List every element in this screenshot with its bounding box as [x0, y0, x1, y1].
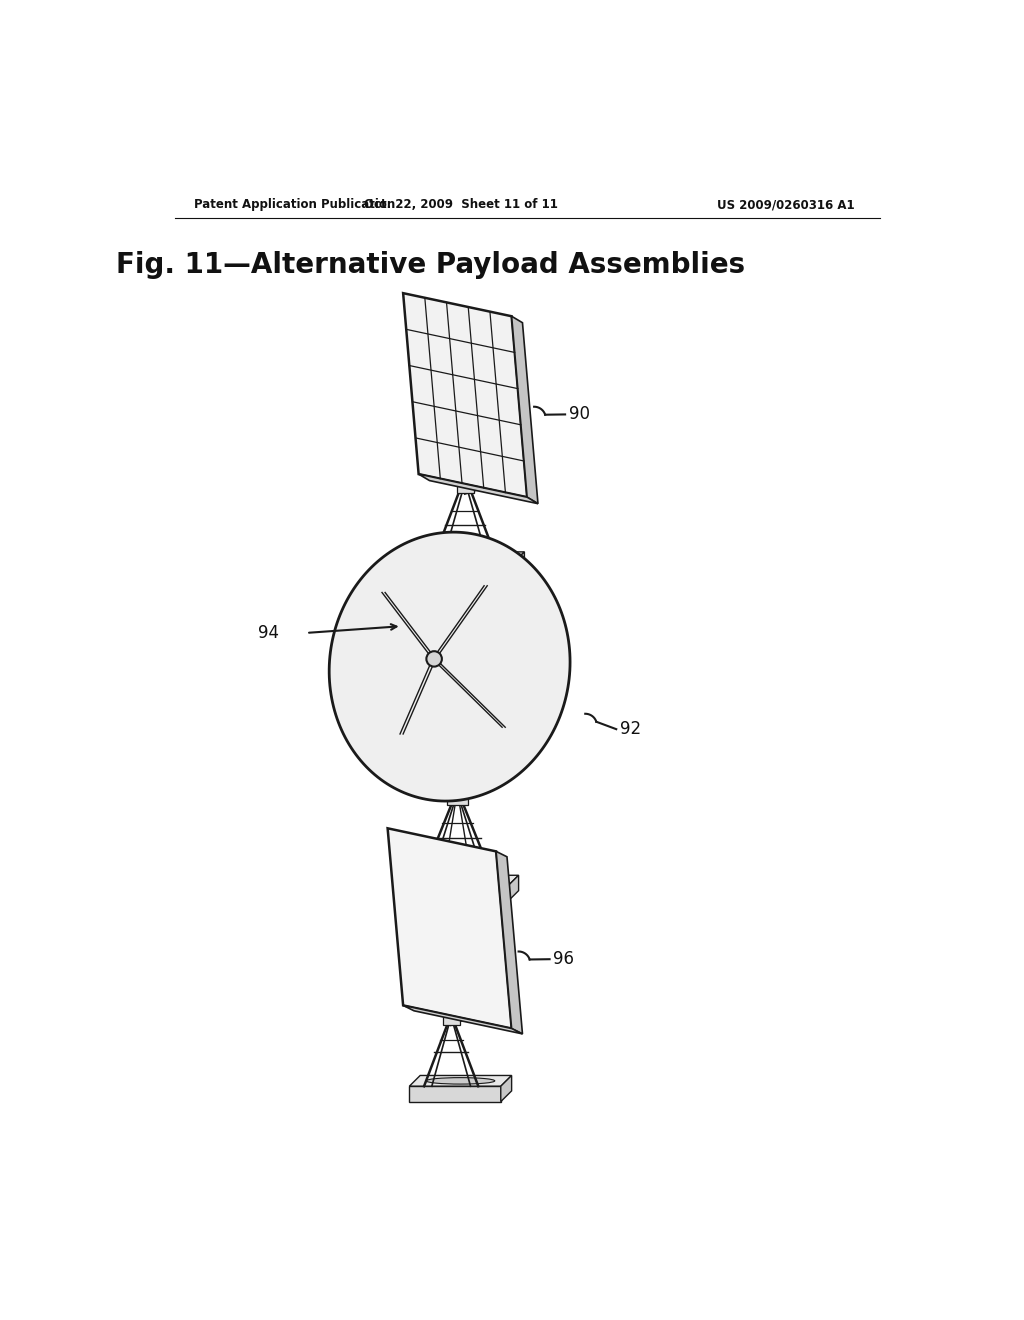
Text: 96: 96	[554, 950, 574, 968]
Polygon shape	[512, 317, 538, 504]
Polygon shape	[496, 851, 522, 1034]
Polygon shape	[442, 1015, 460, 1024]
Polygon shape	[457, 483, 474, 494]
Polygon shape	[457, 479, 477, 483]
Text: US 2009/0260316 A1: US 2009/0260316 A1	[717, 198, 855, 211]
Polygon shape	[424, 552, 524, 562]
Text: Fig. 11—Alternative Payload Assemblies: Fig. 11—Alternative Payload Assemblies	[116, 251, 744, 279]
Circle shape	[426, 651, 442, 667]
Polygon shape	[508, 875, 518, 902]
Polygon shape	[415, 875, 518, 886]
Polygon shape	[329, 532, 570, 801]
Polygon shape	[415, 886, 508, 902]
Text: 94: 94	[258, 624, 280, 642]
Polygon shape	[403, 293, 527, 498]
Polygon shape	[442, 1012, 463, 1015]
Polygon shape	[446, 792, 472, 796]
Polygon shape	[403, 1006, 522, 1034]
Polygon shape	[501, 1076, 512, 1102]
Text: Oct. 22, 2009  Sheet 11 of 11: Oct. 22, 2009 Sheet 11 of 11	[365, 198, 558, 211]
Polygon shape	[388, 829, 512, 1028]
Text: 90: 90	[569, 405, 590, 424]
Polygon shape	[514, 552, 524, 578]
Polygon shape	[446, 796, 468, 805]
Polygon shape	[424, 562, 514, 578]
Polygon shape	[419, 474, 538, 504]
Text: 92: 92	[621, 721, 641, 738]
Ellipse shape	[426, 1077, 495, 1084]
Ellipse shape	[432, 878, 502, 884]
Text: Patent Application Publication: Patent Application Publication	[194, 198, 395, 211]
Polygon shape	[410, 1076, 512, 1086]
Polygon shape	[410, 1086, 501, 1102]
Ellipse shape	[441, 554, 508, 561]
